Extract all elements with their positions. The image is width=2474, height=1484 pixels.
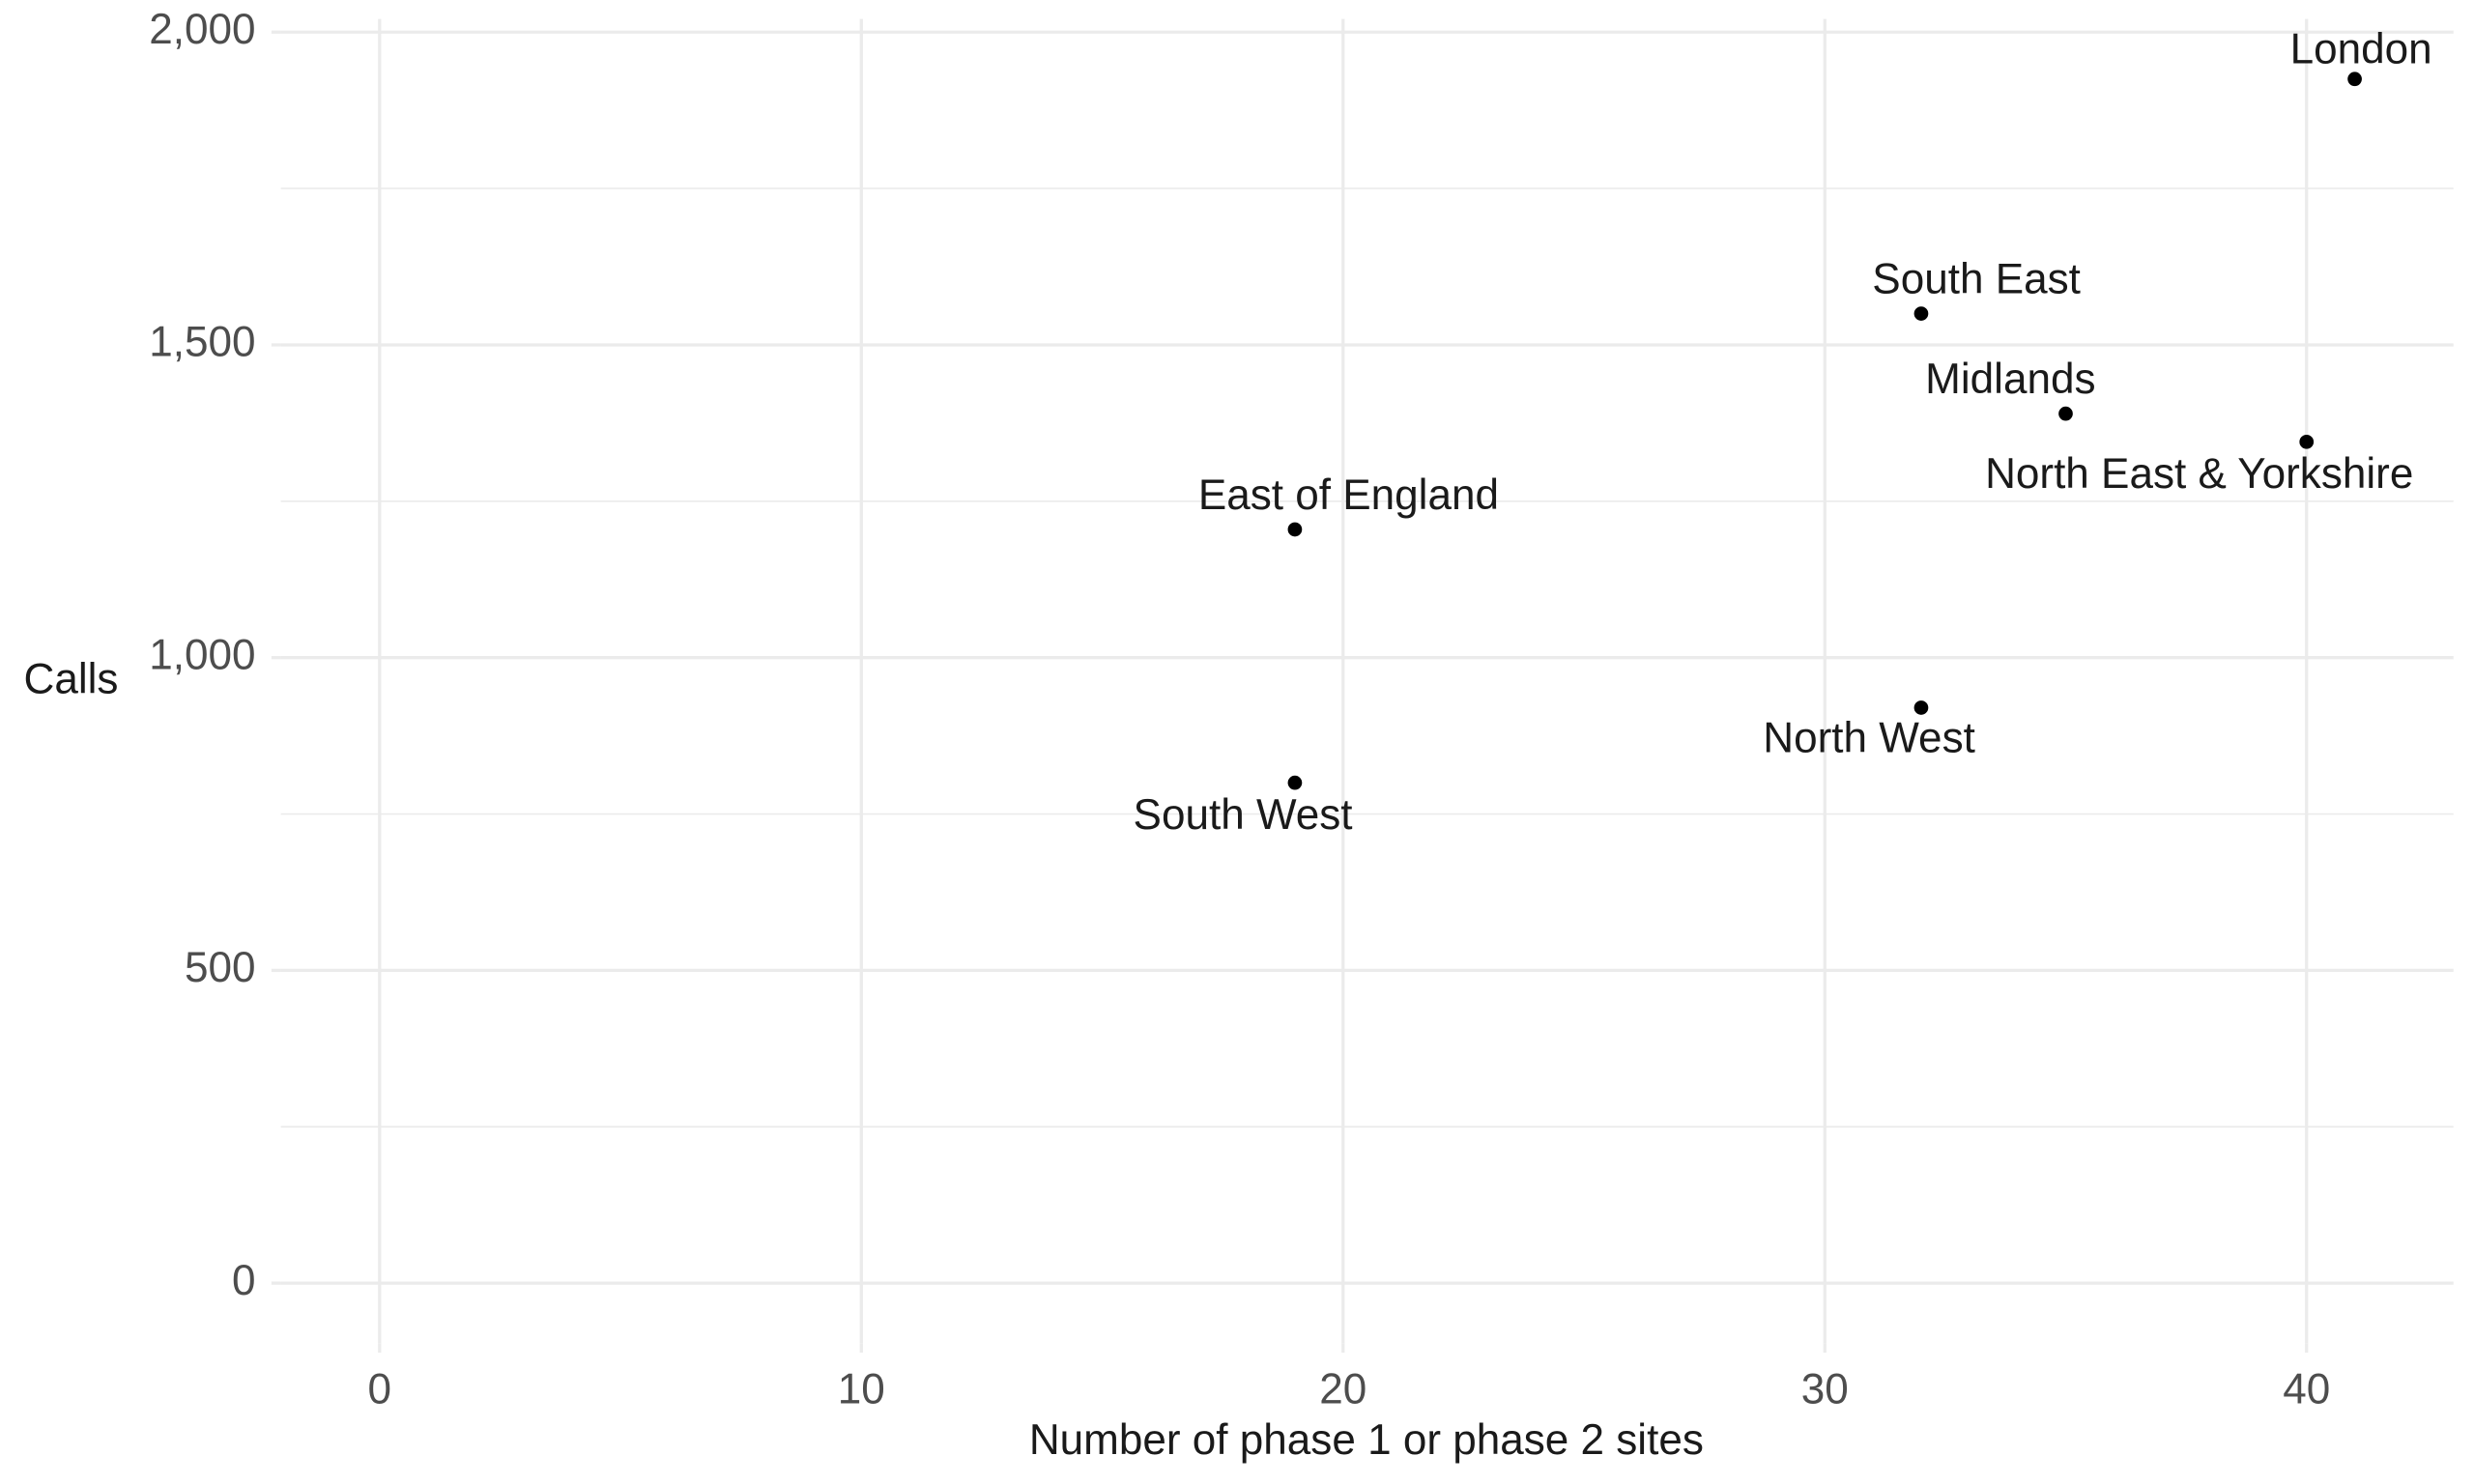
point-label: East of England [1198,471,1499,519]
x-axis-title: Number of phase 1 or phase 2 sites [1029,1416,1704,1464]
point-label: South East [1872,255,2081,302]
x-tick-label: 0 [368,1366,392,1413]
point-label: Midlands [1925,356,2095,403]
point-label: North East & Yorkshire [1985,450,2413,498]
point [1913,700,1929,715]
y-tick-label: 1,000 [149,631,255,678]
y-axis-title: Calls [24,655,119,702]
point [2347,71,2362,87]
point [2058,406,2073,421]
point-label: London [2290,26,2432,73]
point-label: South West [1134,791,1353,839]
point [1287,522,1303,537]
y-tick-label: 500 [185,944,256,991]
point [1913,306,1929,321]
y-tick-label: 1,500 [149,319,255,366]
point [2299,434,2315,449]
point [1287,775,1303,790]
y-tick-label: 2,000 [149,6,255,53]
x-tick-label: 10 [838,1366,885,1413]
y-tick-label: 0 [232,1257,256,1304]
x-tick-label: 30 [1801,1366,1849,1413]
point-label: North West [1763,714,1975,761]
x-tick-label: 20 [1319,1366,1366,1413]
x-tick-label: 40 [2283,1366,2330,1413]
